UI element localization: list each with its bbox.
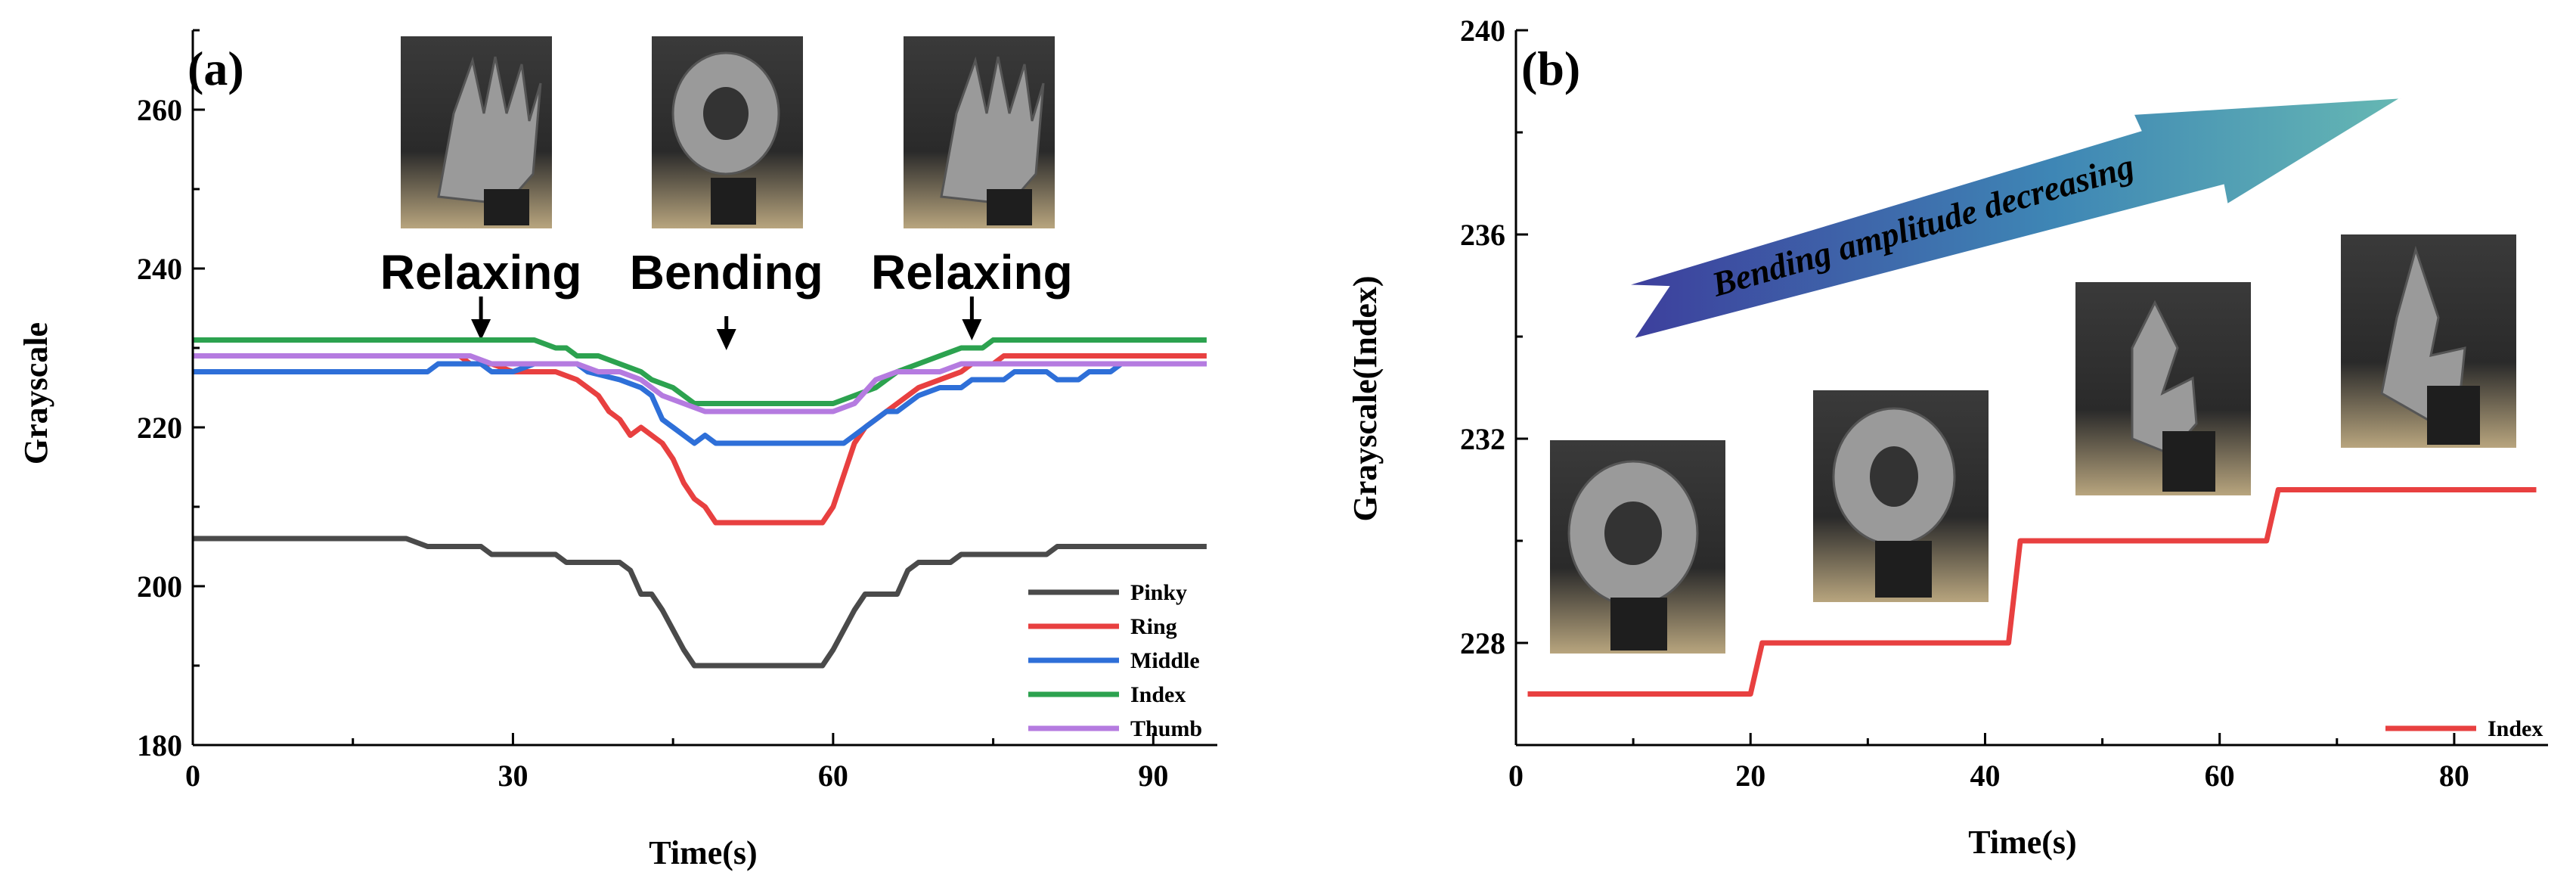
annotation-arrowhead-0: [471, 319, 491, 340]
photo-bend-1: [1550, 440, 1725, 654]
photo-relaxing-1: [401, 36, 552, 228]
photo-relaxing-2: [904, 36, 1055, 228]
panel-b-legend: Index: [2385, 716, 2543, 741]
annotation-arrowhead-1: [716, 329, 736, 350]
panel-a-y-axis-title: Grayscale: [17, 322, 54, 464]
photo-bending: [652, 36, 803, 228]
panel-b: (b) Bending amplitude decreasing: [1347, 14, 2548, 861]
annotation-relaxing-0: Relaxing: [380, 245, 582, 300]
b-x-tick-label: 40: [1970, 759, 2000, 793]
panel-a-x-axis-title: Time(s): [649, 834, 757, 871]
a-x-tick-label: 90: [1138, 759, 1168, 793]
b-x-tick-label: 80: [2439, 759, 2469, 793]
a-series-line-ring: [193, 353, 1207, 526]
a-legend-label-thumb: Thumb: [1130, 716, 1202, 741]
panel-a-legend: Pinky Ring Middle Index Thumb: [1028, 580, 1202, 741]
a-legend-label-ring: Ring: [1130, 614, 1177, 639]
a-x-tick-label: 0: [185, 759, 200, 793]
panel-b-y-axis-title: Grayscale(Index): [1347, 275, 1384, 521]
a-x-tick-label: 30: [498, 759, 528, 793]
a-x-tick-label: 60: [818, 759, 848, 793]
b-x-tick-label: 20: [1735, 759, 1765, 793]
a-series-line-index: [193, 337, 1207, 406]
photo-bend-2: [1813, 390, 1989, 602]
panel-a-label: (a): [188, 42, 244, 95]
b-y-tick-label: 228: [1460, 626, 1505, 660]
photo-bend-4: [2341, 234, 2516, 448]
a-legend-label-pinky: Pinky: [1130, 580, 1187, 605]
a-y-tick-label: 200: [137, 570, 182, 604]
annotation-arrowhead-2: [962, 319, 982, 340]
photo-bend-3: [2075, 282, 2251, 495]
a-y-tick-label: 180: [137, 728, 182, 762]
b-y-tick-label: 232: [1460, 422, 1505, 456]
a-legend-label-index: Index: [1130, 682, 1186, 707]
panel-b-x-axis-title: Time(s): [1968, 824, 2076, 861]
b-x-tick-label: 0: [1508, 759, 1524, 793]
b-x-tick-label: 60: [2205, 759, 2235, 793]
b-y-tick-label: 236: [1460, 218, 1505, 252]
a-y-tick-label: 220: [137, 411, 182, 445]
panel-b-label: (b): [1521, 42, 1580, 95]
bending-amplitude-arrow: Bending amplitude decreasing: [1621, 95, 2406, 343]
a-y-tick-label: 260: [137, 93, 182, 127]
a-y-tick-label: 240: [137, 252, 182, 286]
a-series-line-thumb: [193, 353, 1207, 415]
a-legend-label-middle: Middle: [1130, 648, 1200, 673]
b-legend-label-index: Index: [2488, 716, 2543, 741]
b-series-line-index: [1527, 487, 2537, 697]
b-y-tick-label: 240: [1460, 14, 1505, 48]
a-series-line-pinky: [193, 536, 1207, 669]
annotation-relaxing-2: Relaxing: [871, 245, 1073, 300]
annotation-bending-1: Bending: [630, 245, 823, 300]
panel-a: (a) Relaxing Bending Relaxing 0 30 60 90 180 2…: [17, 29, 1217, 871]
